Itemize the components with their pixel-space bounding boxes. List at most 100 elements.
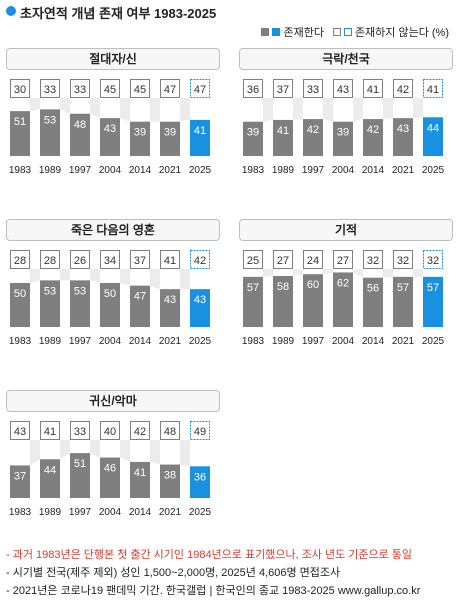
bar-not-exists [40, 79, 60, 98]
label-exists: 42 [367, 124, 379, 136]
label-not-exists: 33 [307, 84, 319, 96]
bar-exists [70, 113, 90, 156]
bar-not-exists [40, 421, 60, 440]
label-exists: 47 [134, 291, 146, 303]
label-not-exists: 33 [74, 84, 86, 96]
header-bullet-icon [6, 6, 16, 16]
bar-exists [10, 465, 30, 498]
chart-miracle: 57 25 1983 58 27 1989 60 24 1997 62 27 2004 56 32 2014… [242, 250, 445, 347]
legend-not-exists-label: 존재하지 않는다 (%) [354, 27, 449, 39]
bar-exists [333, 121, 353, 156]
bar-exists [303, 119, 323, 156]
chart-heaven: 39 36 1983 41 37 1989 42 33 1997 39 43 2004 42 41 2014… [242, 79, 445, 176]
label-exists: 57 [247, 282, 259, 294]
connector-band [293, 269, 303, 276]
label-not-exists: 27 [337, 255, 349, 267]
bar-not-exists [160, 79, 180, 98]
label-not-exists: 43 [14, 426, 26, 438]
bar-not-exists [243, 79, 263, 98]
label-not-exists: 25 [247, 255, 259, 267]
tick-label-year: 2021 [159, 336, 182, 347]
tick-label-year: 1983 [9, 336, 32, 347]
label-exists: 51 [14, 116, 26, 128]
label-exists: 41 [134, 467, 146, 479]
label-exists: 57 [397, 282, 409, 294]
connector-band [323, 269, 333, 275]
tick-label-year: 1997 [69, 507, 92, 518]
label-exists: 57 [427, 282, 439, 294]
bar-exists [40, 109, 60, 156]
label-exists: 43 [104, 123, 116, 135]
label-exists: 60 [307, 279, 319, 291]
bar-exists [190, 289, 210, 327]
label-not-exists: 37 [134, 255, 146, 267]
connector-band [60, 440, 70, 460]
connector-band [353, 98, 363, 122]
tick-label-year: 2004 [332, 336, 355, 347]
bar-exists [70, 453, 90, 498]
label-not-exists: 41 [367, 84, 379, 96]
footnote-3: - 2021년은 코로나19 팬데믹 기간. 한국갤럽 | 한국인의 종교 19… [6, 585, 421, 597]
panel-heaven: 극락/천국 39 36 1983 41 37 1989 42 33 1997 39 43 2004 42… [239, 48, 457, 180]
bar-exists [70, 280, 90, 327]
bar-not-exists [303, 79, 323, 98]
panel-title: 죽은 다음의 영혼 [6, 219, 220, 241]
bar-not-exists [303, 250, 323, 269]
connector-band [120, 440, 130, 462]
tick-label-year: 1989 [39, 165, 62, 176]
tick-label-year: 2004 [332, 165, 355, 176]
label-exists: 44 [427, 122, 439, 134]
label-not-exists: 28 [44, 255, 56, 267]
bar-exists [423, 276, 443, 327]
tick-label-year: 2025 [189, 165, 212, 176]
bar-exists [160, 464, 180, 498]
connector-band [90, 98, 100, 119]
label-exists: 50 [14, 288, 26, 300]
label-not-exists: 41 [44, 426, 56, 438]
tick-label-year: 2021 [159, 165, 182, 176]
chart-god: 51 30 1983 53 33 1989 48 33 1997 43 45 2004 39 45 2014… [9, 79, 212, 176]
bar-not-exists [423, 250, 443, 269]
label-not-exists: 48 [164, 426, 176, 438]
bar-exists [303, 274, 323, 327]
connector-band [150, 98, 160, 122]
label-exists: 39 [134, 127, 146, 139]
label-not-exists: 28 [14, 255, 26, 267]
page-title: 초자연적 개념 존재 여부 1983-2025 [20, 6, 217, 21]
bar-exists [273, 119, 293, 156]
label-not-exists: 47 [164, 84, 176, 96]
bar-not-exists [190, 250, 210, 269]
tick-label-year: 2021 [159, 507, 182, 518]
connector-band [30, 98, 40, 112]
bar-exists [333, 272, 353, 327]
footnote-1: - 과거 1983년은 단행본 첫 출간 시기인 1984년으로 표기했으나, … [6, 549, 413, 561]
label-exists: 53 [44, 285, 56, 297]
bar-exists [363, 119, 383, 156]
tick-label-year: 1983 [242, 165, 265, 176]
bar-not-exists [243, 250, 263, 269]
connector-band [180, 440, 190, 467]
panel-miracle: 기적 57 25 1983 58 27 1989 60 24 1997 62 27 2004 56 32 2… [239, 219, 457, 351]
label-not-exists: 40 [104, 426, 116, 438]
bar-exists [393, 118, 413, 156]
bar-exists [393, 276, 413, 327]
tick-label-year: 1983 [242, 336, 265, 347]
tick-label-year: 1997 [302, 336, 325, 347]
legend-not-exists-blue-swatch-icon [343, 28, 352, 36]
label-exists: 53 [74, 285, 86, 297]
legend-exists-gray-swatch-icon [261, 28, 270, 36]
tick-label-year: 1997 [69, 336, 92, 347]
label-not-exists: 33 [74, 426, 86, 438]
panel-title: 기적 [239, 219, 453, 241]
tick-label-year: 1997 [302, 165, 325, 176]
connector-band [180, 269, 190, 290]
bar-not-exists [363, 79, 383, 98]
label-exists: 56 [367, 283, 379, 295]
connector-band [263, 269, 273, 277]
panel-soul: 죽은 다음의 영혼 50 28 1983 53 28 1989 53 26 1997 50 34 20… [6, 219, 224, 351]
legend-not-exists-gray-swatch-icon [332, 28, 341, 36]
connector-band [413, 98, 423, 119]
bar-not-exists [423, 79, 443, 98]
connector-band [120, 269, 130, 286]
connector-band [120, 98, 130, 122]
